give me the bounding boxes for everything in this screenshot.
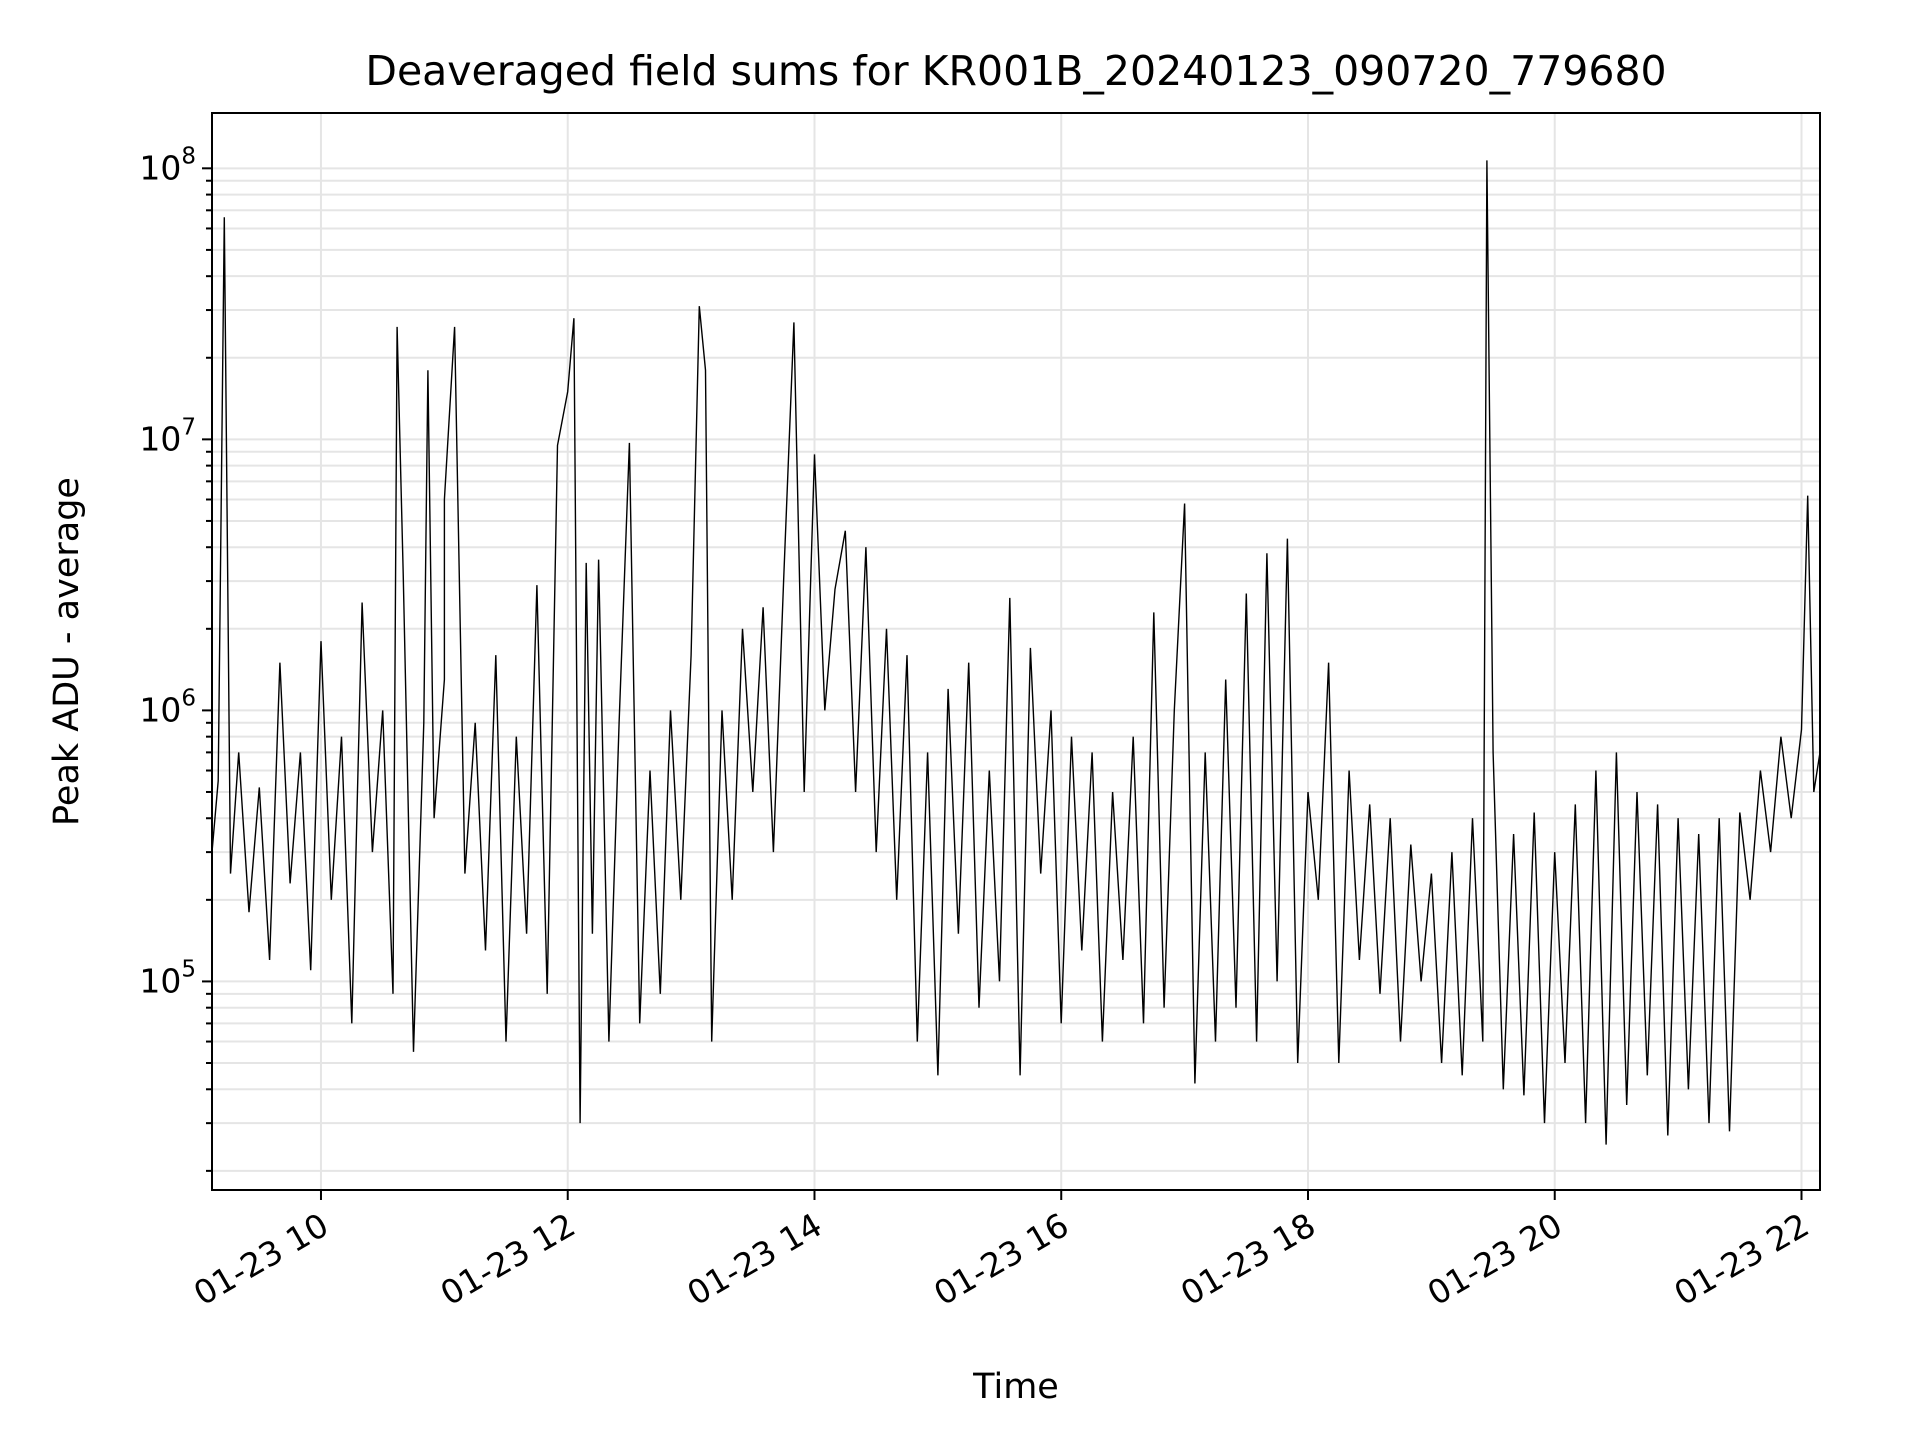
y-tick-label: 108 <box>139 143 196 187</box>
series-line <box>211 160 1821 1145</box>
x-axis-title: Time <box>972 1367 1059 1407</box>
y-tick-label: 107 <box>139 414 196 458</box>
y-tick-label: 105 <box>139 956 196 1000</box>
series-layer <box>211 160 1821 1145</box>
y-tick-label: 106 <box>139 685 196 729</box>
y-axis-title: Peak ADU - average <box>47 477 87 826</box>
chart-title: Deaveraged field sums for KR001B_2024012… <box>365 47 1666 95</box>
plot-frame <box>211 112 1821 1191</box>
